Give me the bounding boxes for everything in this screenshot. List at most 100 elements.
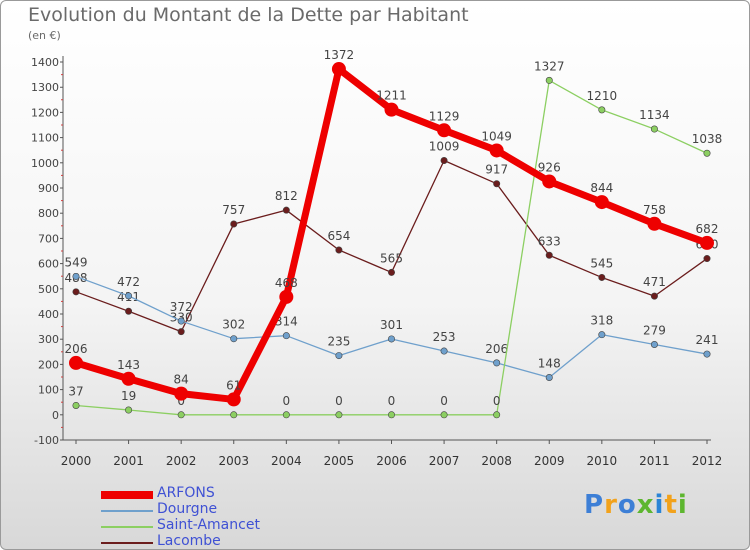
data-point-saint-amancet	[545, 76, 553, 84]
data-point-saint-amancet	[387, 411, 395, 419]
data-label-dourgne: 318	[590, 314, 613, 328]
data-label-dourgne: 302	[222, 318, 245, 332]
data-point-arfons	[226, 392, 241, 407]
y-tick-label: -100	[34, 434, 59, 447]
legend-swatch-arfons	[101, 491, 153, 499]
data-point-arfons	[489, 143, 504, 158]
data-label-arfons: 468	[275, 276, 298, 290]
data-label-arfons: 1372	[324, 48, 355, 62]
y-tick-label: 700	[38, 232, 59, 245]
data-point-saint-amancet	[493, 411, 501, 419]
data-point-arfons	[594, 195, 609, 210]
chart-title: Evolution du Montant de la Dette par Hab…	[28, 4, 469, 26]
data-point-saint-amancet	[335, 411, 343, 419]
data-point-dourgne	[650, 340, 658, 348]
data-label-dourgne: 206	[485, 342, 508, 356]
data-label-saint-amancet: 0	[493, 394, 501, 408]
data-label-dourgne: 372	[170, 300, 193, 314]
data-point-saint-amancet	[440, 411, 448, 419]
proxiti-logo: Proxiti	[584, 490, 688, 520]
y-tick-label: 600	[38, 258, 59, 271]
data-point-lacombe	[230, 220, 238, 228]
y-tick-label: 200	[38, 358, 59, 371]
data-point-saint-amancet	[230, 411, 238, 419]
data-point-dourgne	[598, 331, 606, 339]
data-point-arfons	[279, 289, 294, 304]
data-point-dourgne	[125, 292, 133, 300]
data-point-lacombe	[440, 157, 448, 165]
x-tick-label: 2008	[481, 454, 512, 468]
data-label-saint-amancet: 0	[388, 394, 396, 408]
x-tick-label: 2009	[534, 454, 565, 468]
data-point-saint-amancet	[650, 125, 658, 133]
data-point-saint-amancet	[703, 149, 711, 157]
data-label-lacombe: 654	[327, 229, 350, 243]
data-label-saint-amancet: 0	[440, 394, 448, 408]
data-label-arfons: 143	[117, 358, 140, 372]
data-label-lacombe: 1009	[429, 140, 460, 154]
data-label-saint-amancet: 0	[335, 394, 343, 408]
y-tick-label: 1200	[31, 106, 59, 119]
x-tick-label: 2012	[692, 454, 723, 468]
data-label-saint-amancet: 0	[177, 394, 185, 408]
legend-swatch-dourgne	[101, 510, 153, 512]
data-label-arfons: 1129	[429, 109, 460, 123]
data-point-saint-amancet	[598, 106, 606, 114]
chart-subtitle: (en €)	[28, 29, 61, 42]
data-label-dourgne: 253	[433, 330, 456, 344]
x-tick-label: 2011	[639, 454, 670, 468]
x-tick-label: 2003	[218, 454, 249, 468]
data-label-saint-amancet: 19	[121, 389, 136, 403]
data-point-lacombe	[650, 292, 658, 300]
data-point-dourgne	[440, 347, 448, 355]
y-tick-label: 400	[38, 308, 59, 321]
data-point-arfons	[384, 102, 399, 117]
data-label-saint-amancet: 1210	[587, 89, 618, 103]
data-point-lacombe	[125, 307, 133, 315]
legend-swatch-lacombe	[101, 542, 153, 544]
data-point-dourgne	[177, 317, 185, 325]
legend-label-dourgne: Dourgne	[157, 501, 218, 517]
x-tick-label: 2000	[61, 454, 92, 468]
data-label-saint-amancet: 0	[283, 394, 291, 408]
data-point-arfons	[69, 355, 83, 370]
y-tick-label: 300	[38, 333, 59, 346]
x-tick-label: 2001	[113, 454, 144, 468]
data-label-dourgne: 241	[696, 333, 719, 347]
data-label-lacombe: 812	[275, 189, 298, 203]
x-tick-label: 2006	[376, 454, 407, 468]
data-point-arfons	[700, 235, 714, 250]
data-point-saint-amancet	[125, 406, 133, 414]
data-point-dourgne	[387, 335, 395, 343]
data-point-saint-amancet	[177, 411, 185, 419]
data-point-lacombe	[493, 180, 501, 188]
data-point-lacombe	[387, 268, 395, 276]
data-label-arfons: 1049	[481, 129, 512, 143]
x-tick-label: 2010	[587, 454, 618, 468]
data-point-arfons	[331, 62, 346, 77]
data-label-lacombe: 917	[485, 163, 508, 177]
data-label-lacombe: 565	[380, 251, 403, 265]
x-tick-label: 2007	[429, 454, 460, 468]
y-tick-label: 1400	[31, 56, 59, 69]
data-label-saint-amancet: 37	[68, 384, 83, 398]
data-label-lacombe: 471	[643, 275, 666, 289]
data-label-lacombe: 545	[590, 256, 613, 270]
data-label-arfons: 926	[538, 160, 561, 174]
data-point-dourgne	[335, 352, 343, 360]
y-tick-label: 800	[38, 207, 59, 220]
y-tick-label: 500	[38, 283, 59, 296]
data-point-saint-amancet	[72, 401, 80, 409]
data-point-lacombe	[282, 206, 290, 214]
data-label-dourgne: 235	[327, 335, 350, 349]
y-tick-label: 0	[52, 409, 59, 422]
data-point-lacombe	[177, 328, 185, 336]
y-tick-label: 1000	[31, 157, 59, 170]
x-tick-label: 2005	[324, 454, 355, 468]
data-label-arfons: 758	[643, 203, 666, 217]
data-point-dourgne	[493, 359, 501, 367]
data-label-dourgne: 314	[275, 315, 298, 329]
legend-swatch-saint-amancet	[101, 526, 153, 528]
series-line-saint-amancet	[75, 79, 708, 416]
